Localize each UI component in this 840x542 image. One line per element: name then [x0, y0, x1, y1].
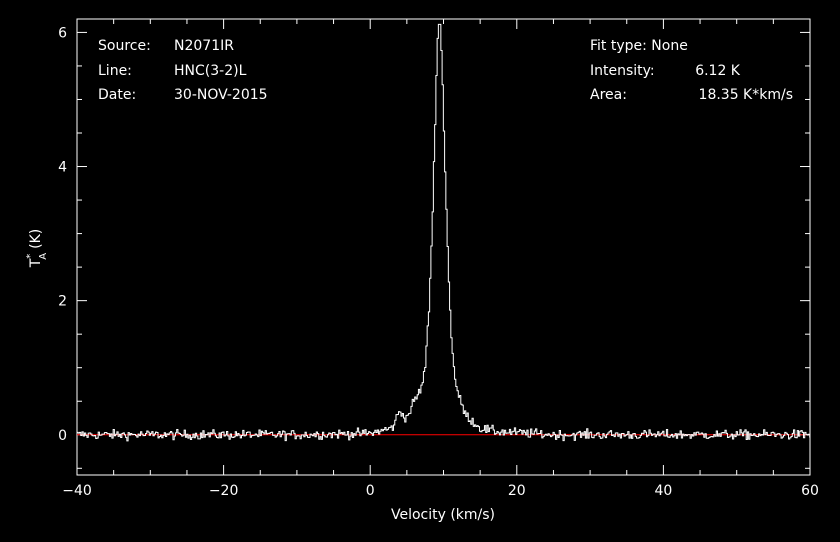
svg-text:T*A(K): T* A (K) — [25, 229, 49, 269]
line-label: Line: — [98, 63, 132, 79]
x-axis-label: Velocity (km/s) — [391, 507, 495, 523]
line-value: HNC(3-2)L — [174, 63, 247, 79]
y-axis-label-sub: A — [38, 253, 49, 260]
x-tick-label: −20 — [209, 483, 239, 499]
source-label: Source: — [98, 38, 151, 54]
y-axis-label: T* A (K) — [25, 229, 49, 269]
date-value: 30-NOV-2015 — [174, 87, 268, 103]
y-axis-label-sup: * — [25, 254, 36, 259]
y-tick-labels: 0 2 4 6 — [58, 25, 67, 443]
y-tick-label: 2 — [58, 294, 67, 310]
spectrum-line — [77, 23, 811, 442]
intensity-value: 6.12 K — [695, 63, 741, 79]
y-axis-label-main: T — [28, 258, 44, 268]
x-tick-label: 0 — [366, 483, 375, 499]
intensity-label: Intensity: — [590, 63, 655, 79]
x-tick-labels: −40 −20 0 20 40 60 — [62, 483, 819, 499]
area-label: Area: — [590, 87, 627, 103]
fit-type: Fit type: None — [590, 38, 688, 54]
x-tick-label: 40 — [654, 483, 672, 499]
date-label: Date: — [98, 87, 136, 103]
source-value: N2071IR — [174, 38, 234, 54]
y-tick-label: 4 — [58, 160, 67, 176]
y-tick-label: 6 — [58, 25, 67, 41]
area-value: 18.35 K*km/s — [699, 87, 793, 103]
x-tick-label: 20 — [508, 483, 526, 499]
y-tick-label: 0 — [58, 428, 67, 444]
x-tick-label: −40 — [62, 483, 92, 499]
y-axis-label-unit: (K) — [28, 229, 44, 249]
x-tick-label: 60 — [801, 483, 819, 499]
